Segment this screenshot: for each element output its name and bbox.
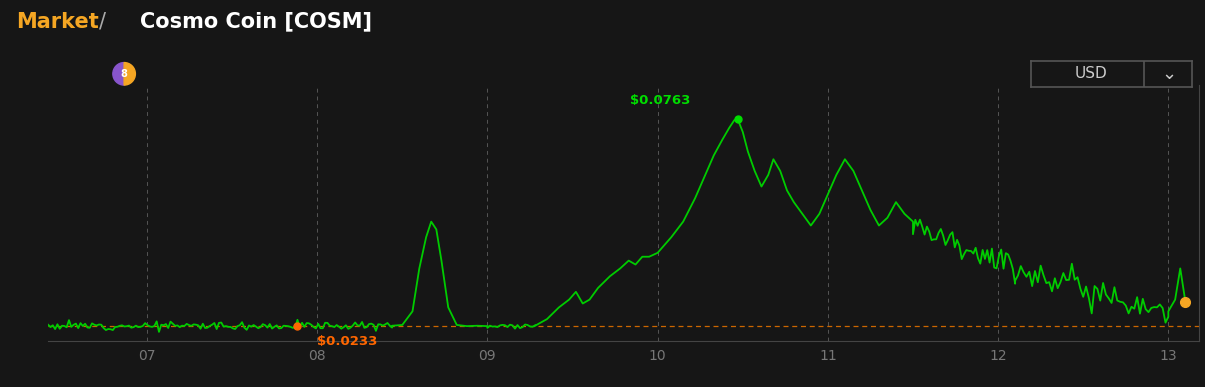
Text: 8: 8 [120,69,128,79]
Text: Market: Market [16,12,99,32]
Text: USD: USD [1075,66,1107,81]
Text: $0.0233: $0.0233 [317,335,377,348]
Text: Cosmo Coin [COSM]: Cosmo Coin [COSM] [140,12,372,32]
Wedge shape [113,63,124,85]
Text: $0.0763: $0.0763 [629,94,690,107]
Text: ⌄: ⌄ [1160,65,1176,83]
Text: /: / [99,12,106,32]
Wedge shape [124,63,135,85]
